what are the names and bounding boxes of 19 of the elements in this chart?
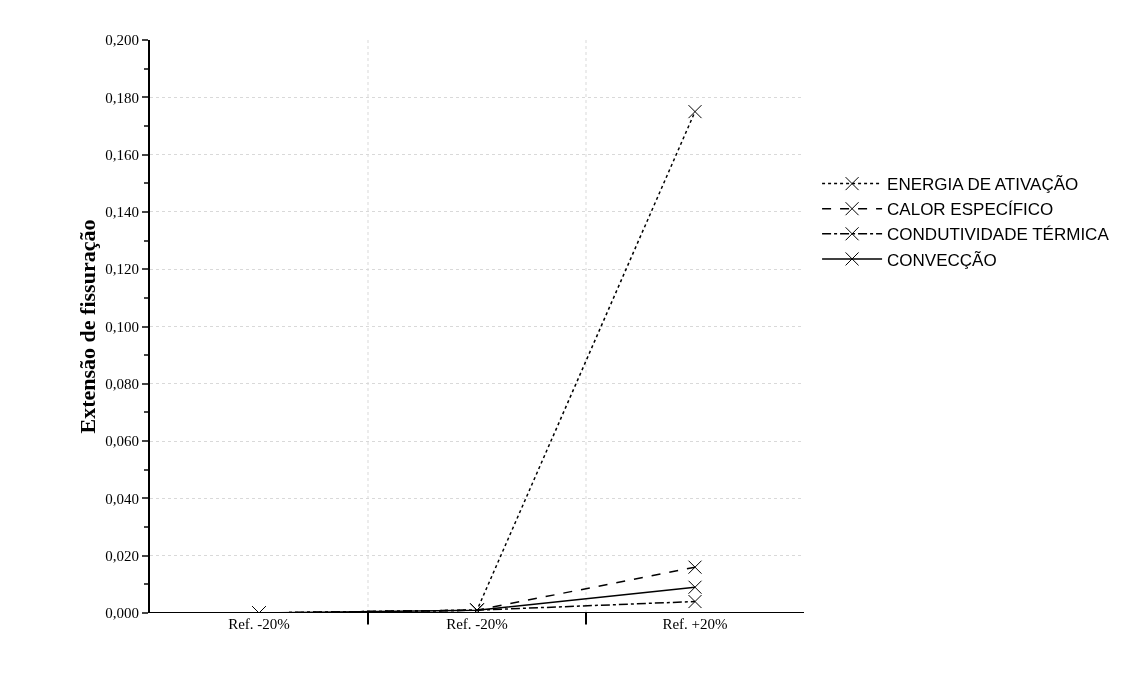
y-tick-label: 0,020 <box>105 547 139 564</box>
y-tick-label: 0,120 <box>105 261 139 278</box>
y-tick-label: 0,060 <box>105 433 139 450</box>
y-tick-label: 0,180 <box>105 89 139 106</box>
legend-label: CONDUTIVIDADE TÉRMICA <box>887 225 1110 245</box>
legend-label: CALOR ESPECÍFICO <box>887 200 1054 220</box>
legend-label: ENERGIA DE ATIVAÇÃO <box>887 175 1079 195</box>
y-tick-label: 0,040 <box>105 490 139 507</box>
x-tick-label: Ref. -20% <box>228 616 290 632</box>
legend-label: CONVECÇÃO <box>887 250 997 270</box>
y-tick-label: 0,200 <box>105 32 139 49</box>
x-tick-label: Ref. -20% <box>446 616 508 632</box>
y-axis-title: Extensão de fissuração <box>75 219 100 434</box>
y-tick-label: 0,000 <box>105 605 139 622</box>
y-tick-label: 0,140 <box>105 204 139 221</box>
y-tick-label: 0,080 <box>105 376 139 393</box>
y-tick-label: 0,100 <box>105 318 139 335</box>
x-tick-label: Ref. +20% <box>662 616 728 632</box>
y-tick-label: 0,160 <box>105 146 139 163</box>
